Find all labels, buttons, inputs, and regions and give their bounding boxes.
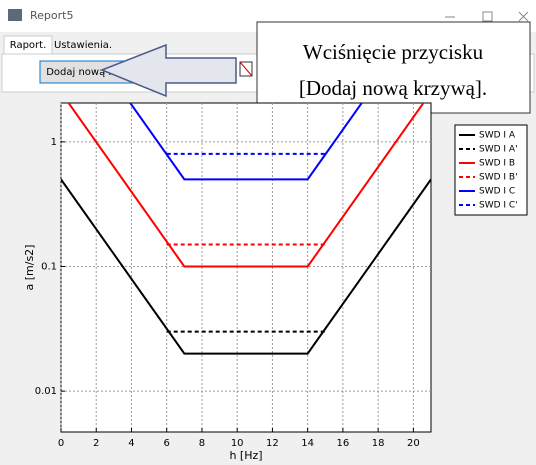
legend-label: SWD I C' bbox=[479, 201, 518, 211]
legend-box bbox=[454, 124, 528, 216]
y-tick-label: 0.1 bbox=[41, 261, 57, 272]
arrow bbox=[99, 43, 237, 98]
app-icon bbox=[8, 9, 22, 21]
callout-line: Wciśnięcie przycisku bbox=[303, 40, 484, 64]
series-line bbox=[129, 103, 363, 181]
legend-label: SWD I A' bbox=[479, 145, 518, 155]
chart: 0 2 4 6 8 10 12 14 16 18 20 0.01 0.1 1 h [Hz] a [m/s2] S… bbox=[23, 103, 528, 462]
y-axis-label: a [m/s2] bbox=[23, 245, 36, 291]
plot-area bbox=[60, 102, 432, 433]
icon bbox=[239, 61, 253, 77]
callout-line: [Dodaj nową krzywą]. bbox=[299, 76, 487, 100]
series-line bbox=[67, 103, 425, 268]
x-tick-label: 20 bbox=[407, 438, 420, 449]
legend-label: SWD I A bbox=[479, 131, 516, 141]
tab[interactable]: Ustawienia. bbox=[54, 40, 112, 51]
x-tick-label: 16 bbox=[337, 438, 350, 449]
legend-label: SWD I B bbox=[479, 159, 515, 169]
legend-label: SWD I B' bbox=[479, 173, 518, 183]
close[interactable] bbox=[518, 11, 529, 22]
x-tick-label: 0 bbox=[58, 438, 64, 449]
legend-label: SWD I C bbox=[479, 187, 515, 197]
plot-lines bbox=[61, 103, 431, 355]
x-tick-label: 6 bbox=[164, 438, 170, 449]
callout bbox=[256, 21, 531, 114]
button-label[interactable]: Dodaj nową krzywą bbox=[46, 67, 144, 78]
y-tick-label: 0.01 bbox=[35, 386, 57, 397]
maximize[interactable] bbox=[482, 11, 493, 22]
tab[interactable]: Raport. bbox=[10, 40, 47, 51]
x-tick-label: 18 bbox=[372, 438, 385, 449]
x-tick-label: 10 bbox=[231, 438, 244, 449]
x-tick-label: 4 bbox=[128, 438, 134, 449]
x-tick-label: 2 bbox=[93, 438, 99, 449]
x-tick-label: 8 bbox=[199, 438, 205, 449]
x-tick-label: 14 bbox=[301, 438, 314, 449]
series-line bbox=[61, 178, 431, 355]
x-tick-label: 12 bbox=[266, 438, 279, 449]
icon-cross bbox=[239, 61, 253, 77]
window-title: Report5 bbox=[30, 9, 73, 22]
x-axis-label: h [Hz] bbox=[229, 449, 262, 462]
y-tick-label: 1 bbox=[51, 137, 57, 148]
